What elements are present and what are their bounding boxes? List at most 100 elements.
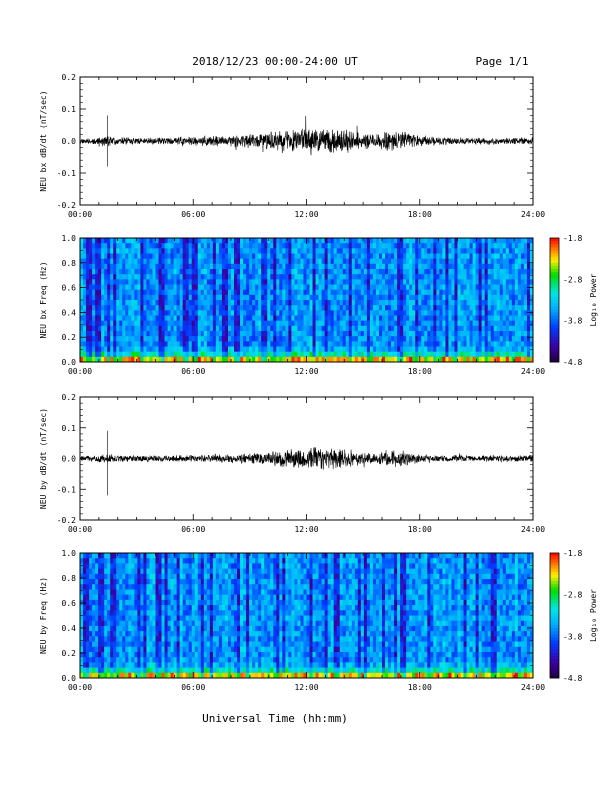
spectrogram-cell xyxy=(167,310,171,316)
spectrogram-cell xyxy=(134,605,138,611)
spectrogram-cell xyxy=(125,641,129,648)
spectrogram-cell xyxy=(188,584,193,590)
spectrogram-cell xyxy=(191,346,196,353)
spectrogram-cell xyxy=(324,325,329,332)
spectrogram-cell xyxy=(388,351,392,358)
spectrogram-cell xyxy=(529,269,534,275)
spectrogram-cell xyxy=(185,253,190,260)
spectrogram-cell xyxy=(321,289,326,296)
spectrogram-cell xyxy=(95,305,99,311)
spectrogram-cell xyxy=(218,320,223,327)
spectrogram-cell xyxy=(110,610,114,616)
spectrogram-cell xyxy=(107,651,111,658)
spectrogram-cell xyxy=(388,325,392,332)
spectrogram-cell xyxy=(342,269,347,275)
spectrogram-cell xyxy=(397,289,401,296)
spectrogram-cell xyxy=(104,331,108,337)
spectrogram-cell xyxy=(415,341,419,347)
spectrogram-cell xyxy=(116,351,120,358)
spectrogram-cell xyxy=(385,305,389,311)
spectrogram-cell xyxy=(255,315,259,322)
spectrogram-cell xyxy=(391,320,395,327)
spectrogram-cell xyxy=(89,646,93,653)
spectrogram-cell xyxy=(487,325,492,332)
spectrogram-cell xyxy=(128,672,132,679)
spectrogram-cell xyxy=(397,336,401,342)
spectrogram-cell xyxy=(282,305,286,311)
spectrogram-cell xyxy=(363,243,368,249)
spectrogram-cell xyxy=(357,325,362,332)
spectrogram-cell xyxy=(502,243,507,249)
spectrogram-cell xyxy=(200,605,205,611)
spectrogram-cell xyxy=(191,579,196,585)
spectrogram-cell xyxy=(122,320,126,327)
spectrogram-cell xyxy=(406,243,410,249)
spectrogram-cell xyxy=(164,594,168,601)
spectrogram-cell xyxy=(149,568,153,575)
spectrogram-cell xyxy=(185,243,190,249)
spectrogram-cell xyxy=(161,305,165,311)
spectrogram-cell xyxy=(354,263,359,270)
spectrogram-cell xyxy=(463,294,467,301)
spectrogram-image xyxy=(80,238,534,363)
spectrogram-cell xyxy=(378,289,383,296)
spectrogram-cell xyxy=(499,284,504,291)
spectrogram-cell xyxy=(155,253,159,260)
spectrogram-cell xyxy=(523,269,528,275)
spectrogram-cell xyxy=(170,341,175,347)
spectrogram-cell xyxy=(264,263,268,270)
spectrogram-cell xyxy=(119,294,123,301)
spectrogram-cell xyxy=(170,579,175,585)
spectrogram-cell xyxy=(336,243,341,249)
spectrogram-cell xyxy=(496,269,501,275)
spectrogram-cell xyxy=(110,667,114,674)
spectrogram-cell xyxy=(116,248,120,254)
spectrogram-cell xyxy=(131,625,135,632)
spectrogram-cell xyxy=(454,294,458,301)
spectrogram-cell xyxy=(209,573,214,580)
spectrogram-cell xyxy=(107,599,111,606)
spectrogram-cell xyxy=(182,279,187,285)
spectrogram-cell xyxy=(194,356,199,363)
spectrogram-cell xyxy=(457,258,461,265)
spectrogram-cell xyxy=(125,605,129,611)
spectrogram-cell xyxy=(448,263,452,270)
spectrogram-cell xyxy=(152,594,156,601)
spectrogram-cell xyxy=(258,263,262,270)
spectrogram-cell xyxy=(318,346,322,353)
spectrogram-cell xyxy=(469,279,473,285)
spectrogram-cell xyxy=(369,341,374,347)
spectrogram-cell xyxy=(167,331,171,337)
spectrogram-cell xyxy=(113,589,117,596)
spectrogram-cell xyxy=(200,269,205,275)
spectrogram-cell xyxy=(502,336,507,342)
spectrogram-cell xyxy=(270,325,274,332)
spectrogram-cell xyxy=(421,289,425,296)
spectrogram-cell xyxy=(182,641,187,648)
spectrogram-cell xyxy=(149,584,153,590)
spectrogram-cell xyxy=(487,248,492,254)
spectrogram-cell xyxy=(95,346,99,353)
spectrogram-cell xyxy=(508,253,513,260)
spectrogram-cell xyxy=(131,672,135,679)
spectrogram-cell xyxy=(231,243,235,249)
spectrogram-cell xyxy=(297,331,301,337)
spectrogram-cell xyxy=(237,294,241,301)
spectrogram-cell xyxy=(321,341,326,347)
spectrogram-cell xyxy=(354,315,359,322)
spectrogram-cell xyxy=(131,356,135,363)
spectrogram-cell xyxy=(128,294,132,301)
spectrogram-cell xyxy=(80,269,84,275)
spectrogram-cell xyxy=(529,341,534,347)
spectrogram-cell xyxy=(520,305,525,311)
x-tick-label: 06:00 xyxy=(181,525,205,534)
spectrogram-cell xyxy=(152,589,156,596)
spectrogram-cell xyxy=(439,305,443,311)
spectrogram-cell xyxy=(155,248,159,254)
spectrogram-cell xyxy=(526,253,531,260)
spectrogram-cell xyxy=(517,331,522,337)
spectrogram-cell xyxy=(372,269,377,275)
spectrogram-cell xyxy=(134,563,138,570)
spectrogram-cell xyxy=(484,346,489,353)
